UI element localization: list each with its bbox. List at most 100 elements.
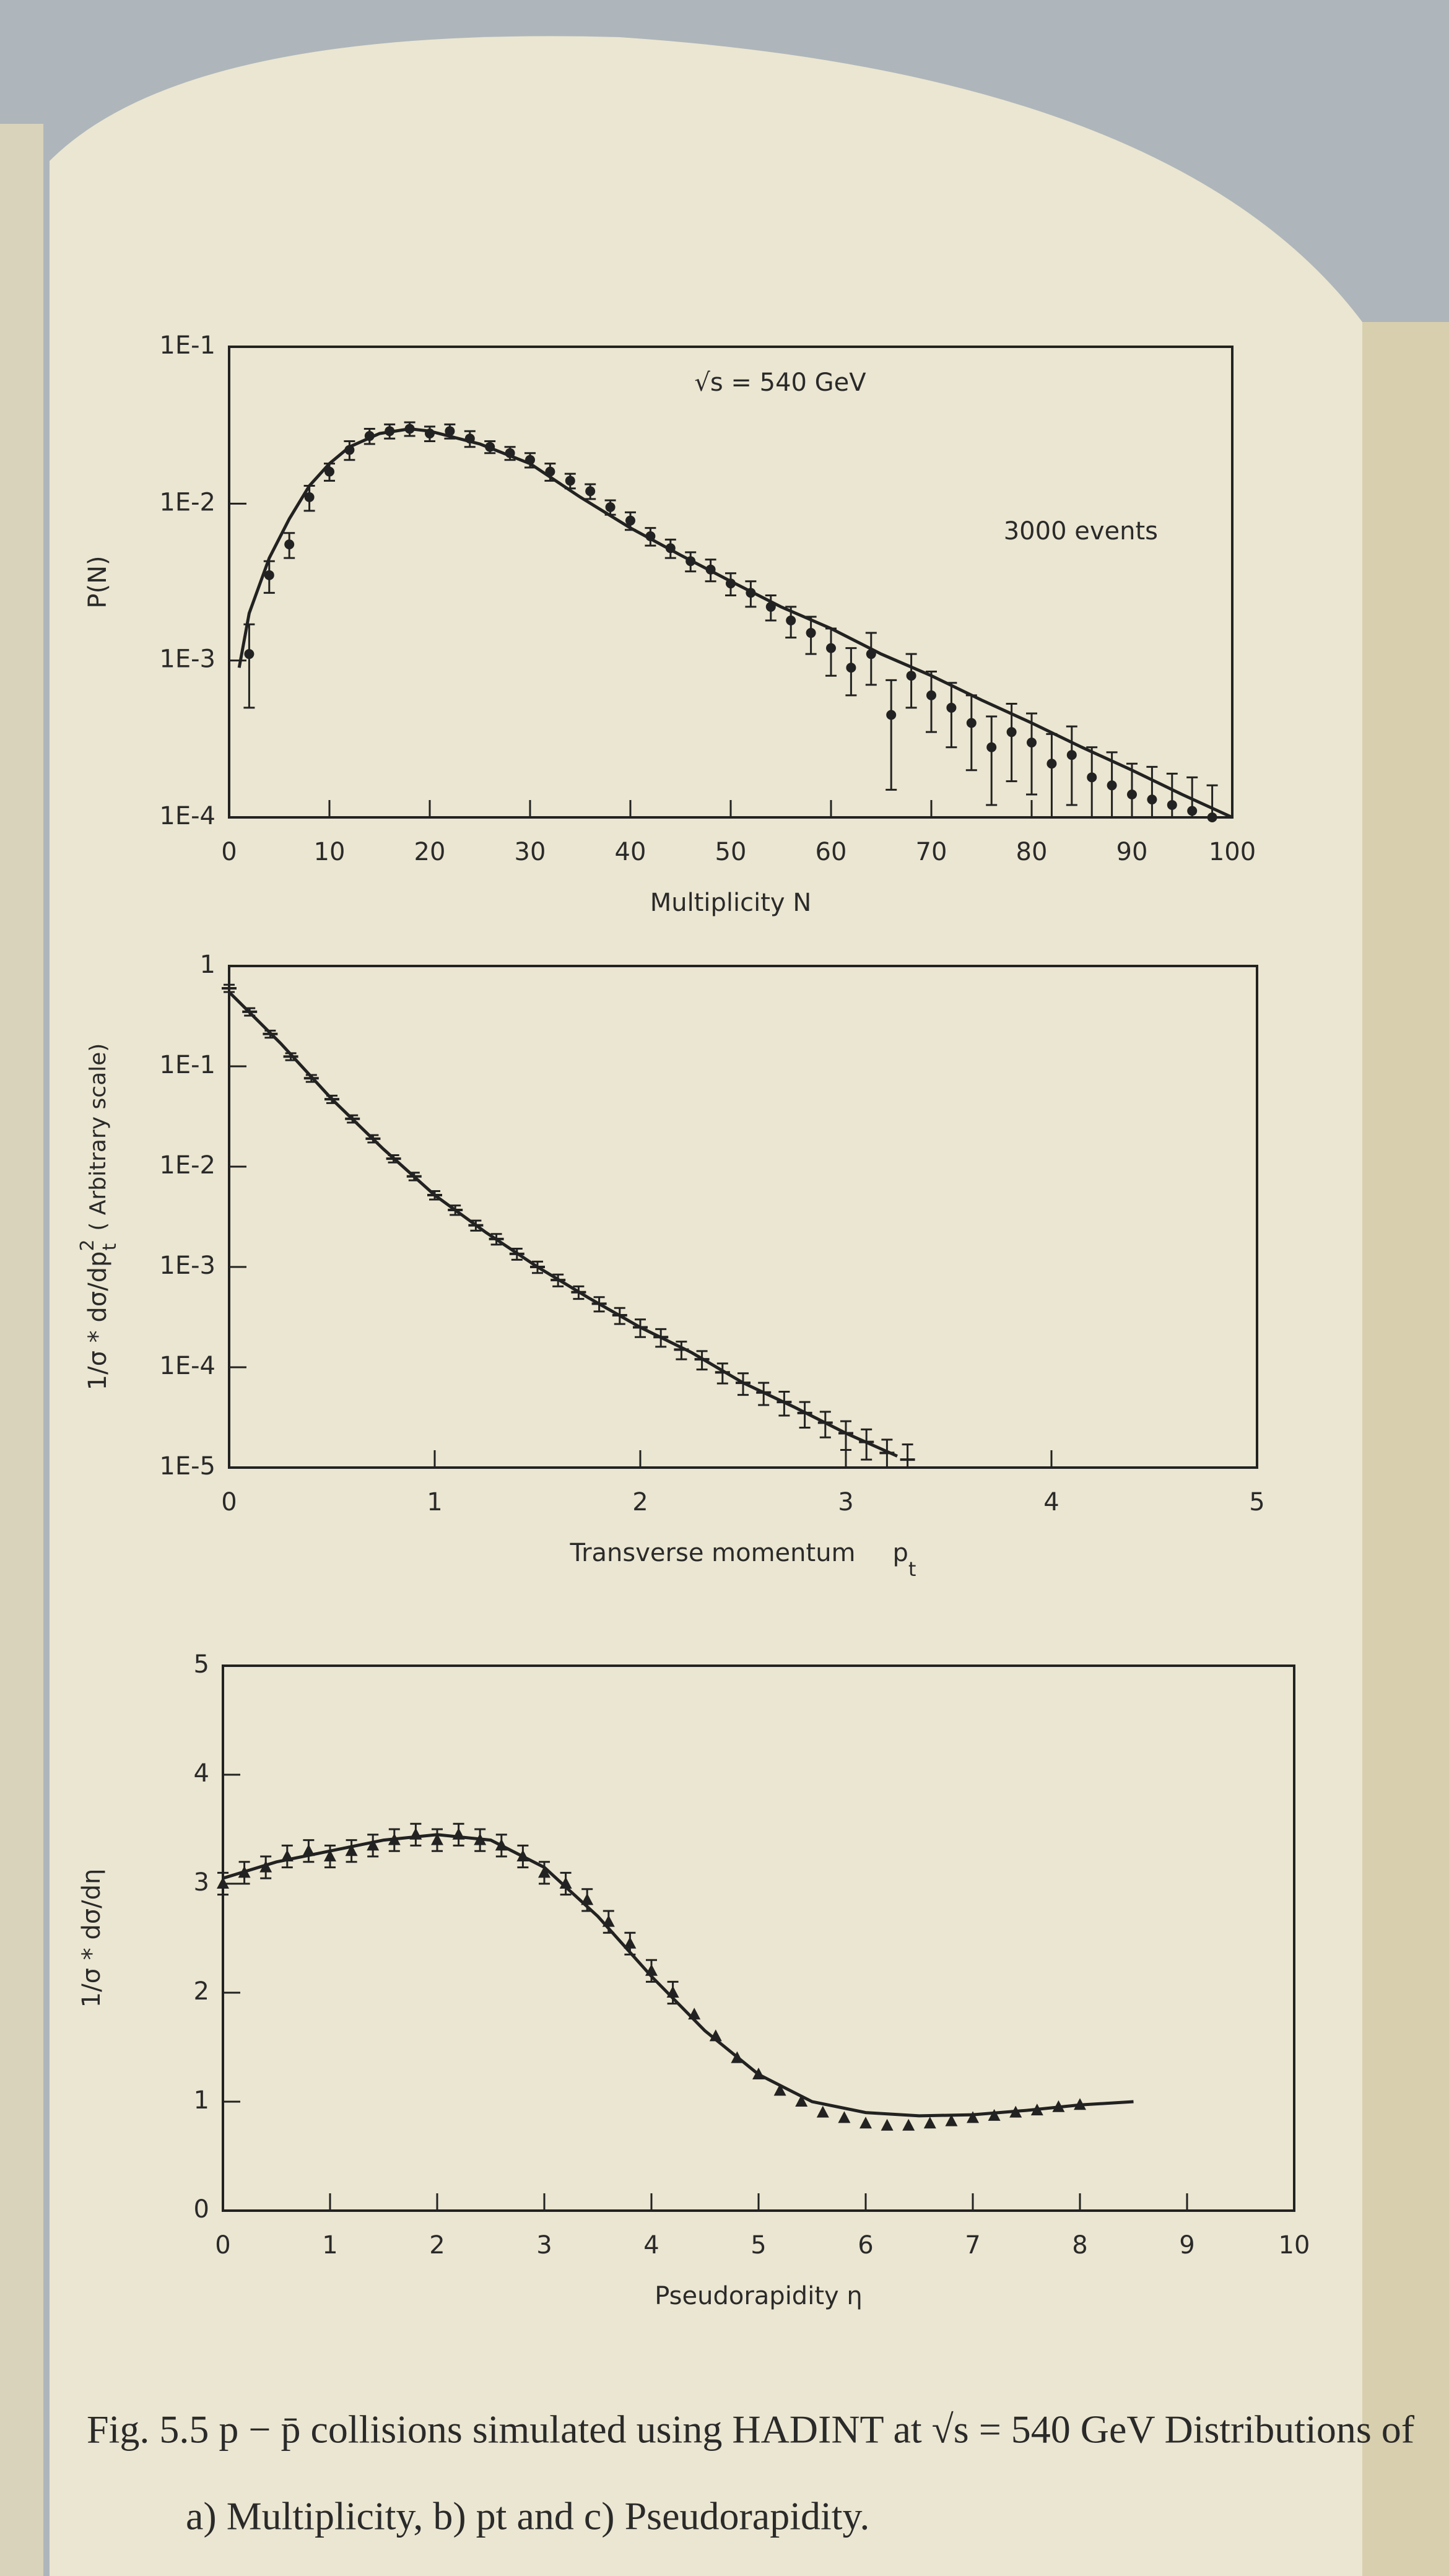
y-tick-label: 3: [194, 1868, 209, 1897]
data-point: [324, 466, 334, 477]
data-point: [906, 671, 916, 681]
data-point: [1046, 759, 1057, 769]
data-point: [1030, 2104, 1043, 2116]
data-point: [926, 690, 936, 700]
data-point: [846, 663, 856, 673]
y-axis-label: P(N): [84, 555, 112, 608]
error-bar: [1006, 703, 1017, 783]
y-axis-label-superscript: 2: [77, 1240, 98, 1251]
x-tick-label: 9: [1179, 2231, 1194, 2260]
x-tick-label: 2: [632, 1488, 648, 1516]
error-bar: [1146, 765, 1158, 819]
data-point: [1066, 750, 1077, 760]
data-point: [966, 718, 977, 728]
x-axis-label-text: Transverse momentum: [570, 1539, 856, 1567]
data-point: [559, 1877, 572, 1889]
data-point: [409, 1827, 422, 1840]
data-point: [806, 628, 816, 638]
y-tick-label: 1E-1: [159, 1051, 215, 1079]
data-point: [344, 445, 355, 455]
x-tick-label: 0: [221, 838, 237, 866]
data-point: [645, 531, 656, 541]
data-point: [866, 649, 876, 659]
fit-curve: [237, 427, 1234, 819]
y-tick-label: 1E-4: [159, 802, 215, 830]
x-tick-label: 40: [615, 838, 646, 866]
x-tick-label: 80: [1016, 838, 1048, 866]
chart-note: 3000 events: [1004, 517, 1158, 546]
data-point: [923, 2117, 936, 2129]
y-tick-label: 1E-5: [159, 1452, 215, 1481]
data-point: [709, 2029, 722, 2042]
error-bar: [1086, 746, 1098, 819]
error-bar: [778, 1391, 790, 1417]
data-point: [765, 601, 776, 612]
x-tick-label: 20: [414, 838, 446, 866]
x-axis-label: Multiplicity N: [650, 889, 812, 917]
data-point: [538, 1866, 550, 1878]
x-tick-label: 5: [751, 2231, 766, 2260]
data-point: [364, 431, 375, 442]
data-point: [731, 2051, 744, 2063]
x-tick-label: 100: [1209, 838, 1256, 866]
plot-frame: [228, 965, 1258, 1469]
left-page-edge: [0, 124, 43, 2576]
y-tick-label: 0: [194, 2195, 209, 2224]
data-point: [967, 2111, 979, 2123]
x-axis-label-text: Pseudorapidity η: [655, 2282, 862, 2310]
y-tick-label: 1E-3: [159, 1251, 215, 1280]
y-tick-label: 1E-2: [159, 488, 215, 516]
data-point: [1087, 772, 1097, 783]
y-tick-label: 5: [194, 1650, 209, 1679]
data-point: [988, 2108, 1001, 2121]
y-axis-label-text: 1/σ * dσ/dp: [84, 1251, 112, 1391]
x-tick-label: 5: [1249, 1488, 1264, 1516]
data-point: [1006, 727, 1017, 738]
x-tick-label: 30: [515, 838, 546, 866]
data-point: [1107, 780, 1117, 791]
y-tick-label: 1E-1: [159, 331, 215, 360]
data-point: [746, 588, 756, 598]
x-tick-label: 10: [1279, 2231, 1310, 2260]
x-tick-label: 10: [314, 838, 346, 866]
y-axis-label-text: P(N): [84, 555, 112, 608]
x-axis-label: Pseudorapidity η: [655, 2282, 862, 2310]
error-bar: [758, 1382, 770, 1406]
x-tick-label: 0: [221, 1488, 237, 1516]
data-point: [485, 442, 495, 452]
page-stack: [1362, 322, 1449, 2576]
y-tick-label: 2: [194, 1977, 209, 2006]
x-tick-label: 1: [322, 2231, 337, 2260]
data-point: [565, 476, 575, 486]
caption-line: a) Multiplicity, b) pt and c) Pseudorapi…: [186, 2494, 869, 2538]
data-point: [1207, 812, 1217, 822]
x-tick-label: 50: [715, 838, 747, 866]
x-tick-label: 8: [1072, 2231, 1087, 2260]
data-point: [345, 1844, 358, 1856]
data-point: [1052, 2100, 1065, 2112]
y-axis-label-text: 1/σ * dσ/dη: [77, 1869, 106, 2008]
data-point: [666, 1986, 679, 1998]
data-point: [624, 1936, 637, 1949]
error-bar: [738, 1372, 749, 1396]
x-axis-label: Transverse momentum pt: [570, 1539, 916, 1581]
error-bar: [861, 1428, 872, 1461]
error-bar: [840, 1420, 851, 1451]
data-point: [302, 1844, 315, 1856]
error-bar: [986, 715, 998, 806]
data-point: [474, 1833, 487, 1845]
data-point: [1167, 799, 1177, 810]
data-point: [495, 1838, 508, 1851]
error-bar: [799, 1401, 811, 1429]
data-point: [1074, 2098, 1086, 2110]
data-point: [217, 1877, 229, 1889]
caption-line: Fig. 5.5 p − p̄ collisions simulated usi…: [87, 2408, 1415, 2452]
y-tick-label: 4: [194, 1759, 209, 1788]
data-point: [425, 429, 435, 439]
data-point: [431, 1833, 443, 1845]
data-point: [284, 539, 295, 550]
data-point: [881, 2118, 894, 2131]
x-tick-label: 7: [965, 2231, 980, 2260]
data-point: [685, 556, 696, 567]
